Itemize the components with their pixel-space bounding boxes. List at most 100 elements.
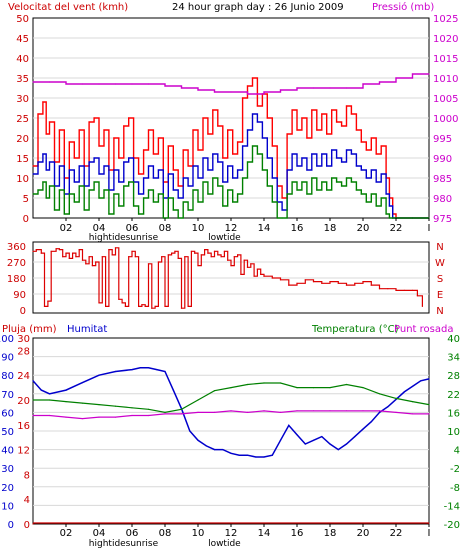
data-point-wind_min <box>73 201 75 203</box>
data-point-dewpoint <box>164 413 166 415</box>
data-point-dewpoint <box>296 410 298 412</box>
data-point-wind_min <box>98 197 100 199</box>
data-point-wind-direction <box>197 265 199 267</box>
pressure-y-tick-label: 1010 <box>433 74 458 85</box>
data-point-wind_avg <box>271 177 273 179</box>
data-point-wind_gust <box>32 165 34 167</box>
x-annotation-sunrise: sunrise <box>126 233 159 243</box>
x-tick-label: 08 <box>159 528 172 539</box>
data-point-wind_avg <box>45 169 47 171</box>
rain-y-tick-label: 4 <box>24 495 30 506</box>
data-point-temperature <box>279 382 282 384</box>
data-point-pressure <box>345 87 348 89</box>
data-point-dewpoint <box>246 411 249 413</box>
wind-y-tick-label: 5 <box>23 194 29 205</box>
data-point-wind_gust <box>227 129 229 131</box>
x-tick-label: 20 <box>357 223 370 234</box>
direction-y-ticks: 0 90 180 270 360 <box>7 242 26 317</box>
data-point-wind_gust <box>197 149 199 151</box>
data-point-dewpoint <box>263 410 265 412</box>
data-point-wind-direction <box>65 252 67 254</box>
data-point-humidity <box>222 449 224 451</box>
data-point-wind_gust <box>37 113 39 115</box>
data-point-wind_gust <box>291 109 293 111</box>
humidity-temp-series <box>32 367 430 525</box>
temperature-y-tick-label: -14 <box>444 501 460 512</box>
data-point-pressure <box>180 87 183 89</box>
data-point-wind_avg <box>345 149 348 151</box>
data-point-wind-direction <box>147 263 150 265</box>
temperature-y-tick-label: 10 <box>447 427 460 438</box>
data-point-wind_min <box>88 189 90 191</box>
data-point-wind-direction <box>68 257 70 259</box>
data-point-wind-direction <box>144 305 146 307</box>
data-point-wind-direction <box>81 259 84 261</box>
x-tick-label: I <box>428 528 431 539</box>
data-point-humidity <box>230 452 232 454</box>
data-point-wind-direction <box>370 284 372 286</box>
data-point-wind_gust <box>192 129 194 131</box>
data-point-wind_avg <box>58 165 61 167</box>
data-point-wind-direction <box>288 284 290 286</box>
wind-y-tick-label: 25 <box>16 114 29 125</box>
data-point-humidity <box>246 454 249 456</box>
direction-y-tick-label: 360 <box>7 242 26 253</box>
data-point-wind_min <box>411 217 414 219</box>
data-point-wind_avg <box>68 169 70 171</box>
data-point-temperature <box>213 390 216 392</box>
x-tick-label: 14 <box>258 223 271 234</box>
data-point-humidity <box>40 389 42 391</box>
data-point-wind_min <box>182 201 184 203</box>
x-tick-label: 12 <box>225 528 238 539</box>
data-point-wind_min <box>192 189 194 191</box>
data-point-wind_gust <box>187 165 189 167</box>
wind-y-tick-label: 30 <box>16 94 29 105</box>
data-point-wind_avg <box>32 173 34 175</box>
data-point-wind_avg <box>123 161 125 163</box>
data-point-wind-direction <box>40 252 42 254</box>
data-point-wind_min <box>152 201 154 203</box>
pressure-y-tick-label: 1020 <box>433 34 458 45</box>
data-point-temperature <box>65 401 67 403</box>
data-point-humidity <box>362 428 364 430</box>
data-point-temperature <box>81 402 84 404</box>
humidity-y-tick-label: 90 <box>1 353 14 364</box>
data-point-temperature <box>180 408 183 410</box>
data-point-wind-direction <box>180 307 183 309</box>
x-annotation-lowtide: lowtide <box>208 233 241 243</box>
x-tick-label: 14 <box>258 528 271 539</box>
data-point-pressure <box>197 89 199 91</box>
data-point-wind-direction <box>134 256 136 258</box>
data-point-pressure <box>378 81 381 83</box>
x-tick-label: 02 <box>60 528 73 539</box>
data-point-wind_gust <box>207 133 209 135</box>
data-point-humidity <box>296 434 298 436</box>
data-point-temperature <box>263 382 265 384</box>
data-point-wind-direction <box>190 250 192 252</box>
data-point-wind_min <box>123 185 125 187</box>
data-point-wind-direction <box>95 261 97 263</box>
data-point-wind_min <box>133 205 135 207</box>
data-point-wind-direction <box>256 268 258 270</box>
data-point-wind-direction <box>227 259 229 261</box>
data-point-dewpoint <box>345 410 348 412</box>
pressure-y-tick-label: 1005 <box>433 94 458 105</box>
data-point-dewpoint <box>197 411 199 413</box>
data-point-wind-direction <box>157 261 159 263</box>
data-point-wind_min <box>128 181 130 183</box>
data-point-wind_min <box>207 193 209 195</box>
data-point-wind_min <box>345 177 348 179</box>
data-point-pressure <box>296 87 298 89</box>
data-point-wind-direction <box>111 254 113 256</box>
data-point-wind_min <box>93 181 95 183</box>
data-point-wind_gust <box>68 141 70 143</box>
data-point-wind_min <box>157 193 159 195</box>
data-point-wind-direction <box>55 248 57 250</box>
data-point-humidity <box>131 369 133 371</box>
data-point-dewpoint <box>395 411 397 413</box>
data-point-wind_min <box>370 193 372 195</box>
data-point-wind_min <box>42 181 44 183</box>
compass-label: N <box>436 306 443 317</box>
data-point-wind_avg <box>331 149 333 151</box>
data-point-wind-direction <box>128 256 130 258</box>
